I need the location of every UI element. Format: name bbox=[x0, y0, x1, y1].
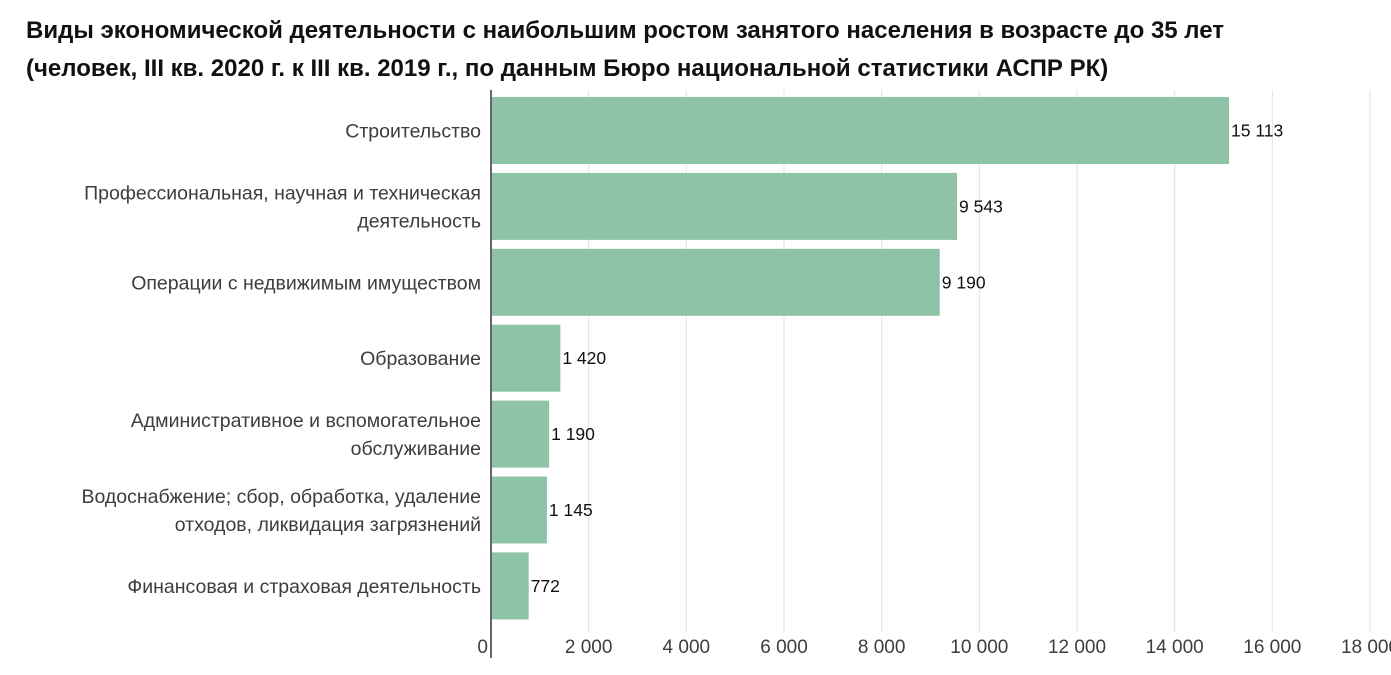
bar bbox=[492, 248, 940, 316]
bar bbox=[492, 324, 561, 392]
bar bbox=[492, 552, 529, 620]
chart-title-block: Виды экономической деятельности с наибол… bbox=[26, 12, 1366, 88]
bar bbox=[492, 476, 547, 544]
value-label: 1 420 bbox=[562, 348, 606, 368]
category-label: Профессиональная, научная и техническая д… bbox=[84, 182, 481, 232]
chart-subtitle: (человек, III кв. 2020 г. к III кв. 2019… bbox=[26, 55, 1109, 82]
x-tick-label: 2 000 bbox=[565, 637, 613, 658]
category-label: Финансовая и страховая деятельность bbox=[127, 576, 481, 598]
bar bbox=[492, 172, 958, 240]
x-tick-label: 16 000 bbox=[1243, 637, 1301, 658]
chart-title: Виды экономической деятельности с наибол… bbox=[26, 17, 1225, 44]
x-tick-label: 0 bbox=[477, 637, 488, 658]
value-label: 9 190 bbox=[942, 272, 986, 292]
x-tick-label: 12 000 bbox=[1048, 637, 1106, 658]
x-tick-label: 18 000 bbox=[1341, 637, 1391, 658]
category-labels: Строительство Профессиональная, научная и… bbox=[81, 121, 481, 598]
bars bbox=[492, 97, 1230, 620]
value-label: 772 bbox=[531, 576, 560, 596]
x-tick-label: 14 000 bbox=[1146, 637, 1204, 658]
bar bbox=[492, 400, 550, 468]
value-label: 9 543 bbox=[959, 196, 1003, 216]
value-label: 1 145 bbox=[549, 500, 593, 520]
value-labels: 15 113 9 543 9 190 1 420 1 190 1 145 772 bbox=[531, 121, 1284, 596]
category-label: Административное и вспомогательное обслуж… bbox=[131, 410, 481, 460]
bar bbox=[492, 97, 1230, 164]
value-label: 1 190 bbox=[551, 424, 595, 444]
x-tick-labels: 0 2 000 4 000 6 000 8 000 10 000 12 000 14 000 1… bbox=[477, 637, 1391, 658]
x-tick-label: 10 000 bbox=[950, 637, 1008, 658]
category-label: Операции с недвижимым имуществом bbox=[131, 272, 481, 294]
grid-lines bbox=[588, 90, 1371, 632]
category-label: Водоснабжение; сбор, обработка, удаление… bbox=[81, 486, 481, 536]
value-label: 15 113 bbox=[1231, 121, 1283, 141]
category-label: Строительство bbox=[345, 121, 481, 143]
category-label: Образование bbox=[360, 348, 481, 370]
x-tick-label: 8 000 bbox=[858, 637, 906, 658]
x-tick-label: 6 000 bbox=[760, 637, 808, 658]
x-tick-label: 4 000 bbox=[663, 637, 711, 658]
